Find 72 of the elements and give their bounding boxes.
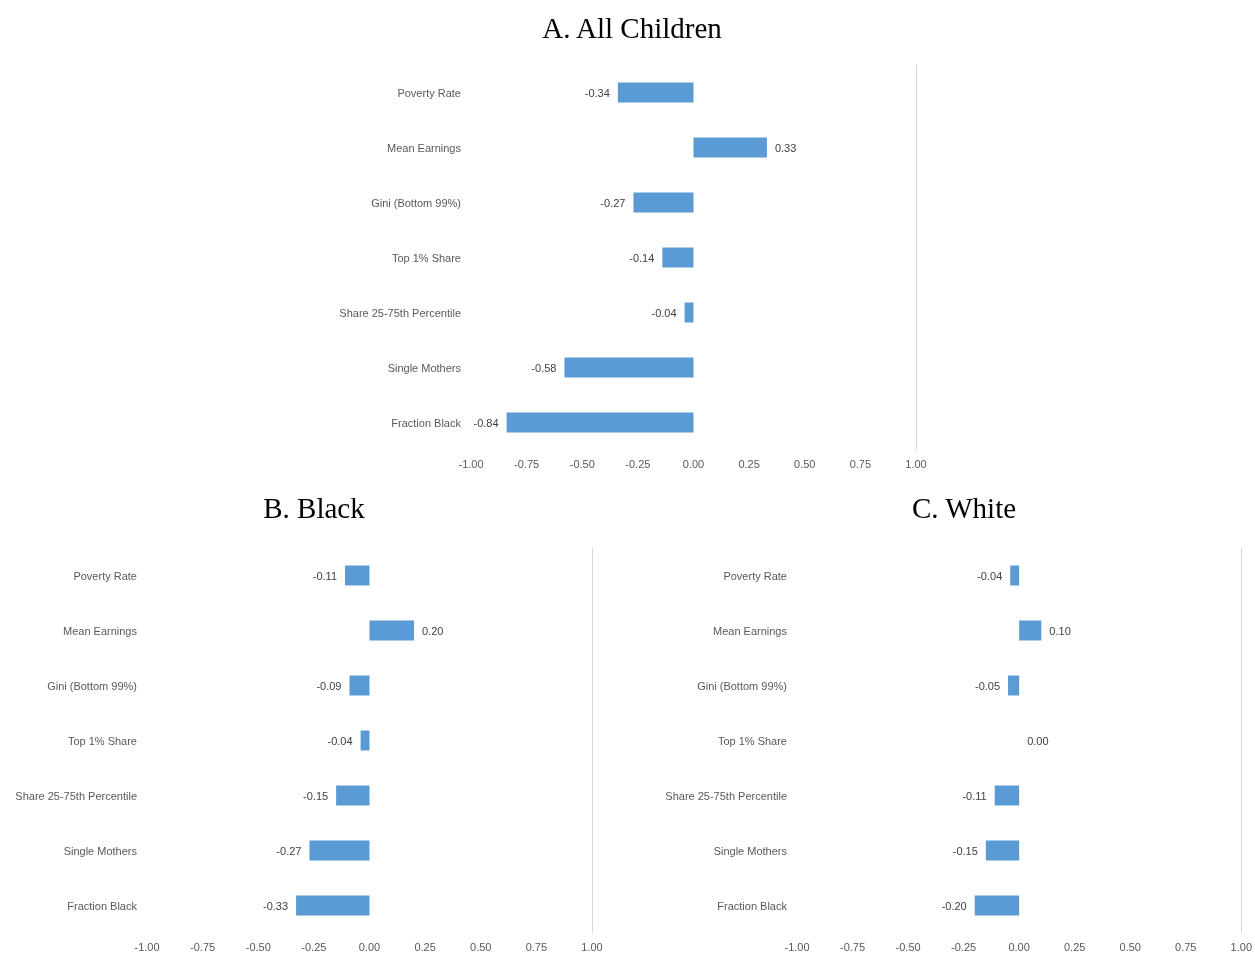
x-tick-label: 0.25 xyxy=(738,457,760,470)
y-tick-label: Fraction Black xyxy=(67,899,138,912)
x-tick-label: -0.75 xyxy=(840,940,866,953)
x-tick-label: -0.50 xyxy=(895,940,921,953)
y-tick-label: Mean Earnings xyxy=(63,624,138,637)
data-label: -0.27 xyxy=(600,196,626,209)
data-label: -0.84 xyxy=(473,416,499,429)
y-tick-label: Single Mothers xyxy=(63,844,138,857)
data-label: -0.15 xyxy=(303,789,329,802)
x-tick-label: -0.25 xyxy=(301,940,327,953)
chart-title: B. Black xyxy=(263,491,366,524)
y-tick-label: Gini (Bottom 99%) xyxy=(371,196,461,209)
x-tick-label: -0.75 xyxy=(514,457,540,470)
data-label: -0.58 xyxy=(531,361,557,374)
x-tick-label: 0.00 xyxy=(682,457,705,470)
data-label: -0.11 xyxy=(962,789,987,802)
y-tick-label: Share 25-75th Percentile xyxy=(15,789,137,802)
y-tick-label: Gini (Bottom 99%) xyxy=(47,679,137,692)
x-tick-label: 0.25 xyxy=(414,940,436,953)
y-tick-label: Mean Earnings xyxy=(713,624,788,637)
y-tick-label: Poverty Rate xyxy=(73,569,137,582)
x-tick-label: 1.00 xyxy=(905,457,927,470)
data-label: -0.04 xyxy=(977,569,1003,582)
y-tick-label: Top 1% Share xyxy=(67,734,137,747)
x-tick-label: 0.75 xyxy=(849,457,872,470)
x-tick-label: 0.50 xyxy=(1119,940,1141,953)
data-label: 0.33 xyxy=(774,141,797,154)
x-tick-label: -0.75 xyxy=(190,940,216,953)
x-tick-label: -1.00 xyxy=(458,457,484,470)
x-tick-label: 0.00 xyxy=(1008,940,1030,953)
x-tick-label: -0.50 xyxy=(569,457,595,470)
y-tick-label: Top 1% Share xyxy=(391,251,461,264)
x-tick-label: 0.75 xyxy=(525,940,548,953)
data-label: -0.15 xyxy=(952,844,978,857)
x-tick-label: 0.50 xyxy=(794,457,816,470)
data-label: -0.11 xyxy=(312,569,338,582)
y-tick-label: Single Mothers xyxy=(387,361,462,374)
data-label: -0.09 xyxy=(316,679,342,692)
x-tick-label: 0.25 xyxy=(1063,940,1086,953)
y-tick-label: Single Mothers xyxy=(713,844,788,857)
data-label: 0.20 xyxy=(422,624,444,637)
data-label: -0.14 xyxy=(629,251,655,264)
x-tick-label: 0.50 xyxy=(470,940,492,953)
y-tick-label: Top 1% Share xyxy=(717,734,787,747)
y-tick-label: Fraction Black xyxy=(391,416,462,429)
data-label: -0.04 xyxy=(651,306,677,319)
x-tick-label: 1.00 xyxy=(1230,940,1253,953)
data-label: -0.33 xyxy=(263,899,289,912)
x-tick-label: -0.25 xyxy=(625,457,651,470)
data-label: -0.27 xyxy=(276,844,302,857)
y-tick-label: Share 25-75th Percentile xyxy=(339,306,461,319)
y-tick-label: Share 25-75th Percentile xyxy=(665,789,787,802)
x-tick-label: 0.00 xyxy=(358,940,381,953)
data-label: 0.10 xyxy=(1049,624,1071,637)
x-tick-label: 1.00 xyxy=(581,940,603,953)
x-tick-label: -0.25 xyxy=(951,940,977,953)
data-label: -0.05 xyxy=(974,679,1001,692)
data-label: -0.34 xyxy=(584,86,610,99)
data-label: -0.04 xyxy=(327,734,353,747)
x-tick-label: -1.00 xyxy=(784,940,810,953)
y-tick-label: Mean Earnings xyxy=(387,141,462,154)
y-tick-label: Poverty Rate xyxy=(723,569,787,582)
chart-title: A. All Children xyxy=(542,11,723,44)
y-tick-label: Poverty Rate xyxy=(397,86,461,99)
x-tick-label: -1.00 xyxy=(134,940,160,953)
data-label: -0.20 xyxy=(941,899,967,912)
x-tick-label: -0.50 xyxy=(245,940,271,953)
data-label: 0.00 xyxy=(1027,734,1049,747)
x-tick-label: 0.75 xyxy=(1175,940,1197,953)
y-tick-label: Fraction Black xyxy=(717,899,788,912)
y-tick-label: Gini (Bottom 99%) xyxy=(697,679,787,692)
chart-title: C. White xyxy=(911,491,1017,524)
